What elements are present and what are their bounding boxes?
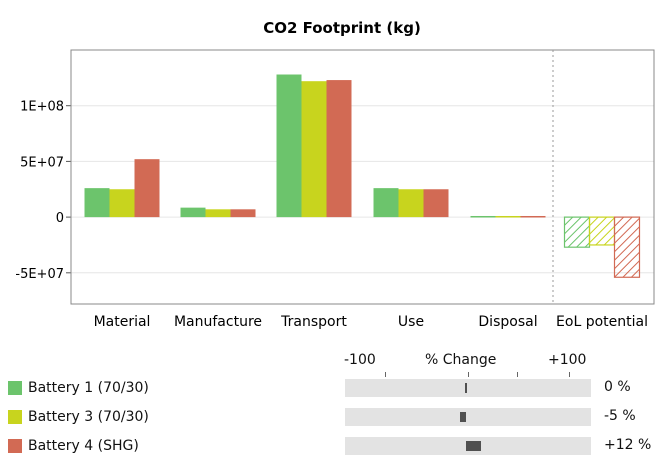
y-tick-label: -5E+07 <box>15 267 64 282</box>
percent-change-track-battery-1 <box>345 379 591 397</box>
percent-change-bar-battery-1 <box>465 383 467 393</box>
percent-change-value-battery-1: 0 % <box>604 379 631 395</box>
bar <box>613 216 641 278</box>
y-tick-label: 0 <box>56 211 64 226</box>
bar <box>230 209 256 218</box>
percent-change-bar-battery-3 <box>459 412 466 422</box>
legend-label: Battery 1 (70/30) <box>28 380 149 396</box>
bar <box>423 189 449 218</box>
bar <box>398 189 424 218</box>
x-category-label: Use <box>398 314 424 330</box>
x-category-label: Material <box>94 314 151 330</box>
plot-frame <box>70 49 655 305</box>
bar <box>84 188 110 218</box>
percent-change-scale-max: +100 <box>548 352 587 368</box>
x-category-label: Manufacture <box>174 314 262 330</box>
bar <box>326 80 352 218</box>
percent-change-track-battery-3 <box>345 408 591 426</box>
bar <box>563 216 591 248</box>
legend-swatch <box>8 381 22 395</box>
percent-change-value-battery-3: -5 % <box>604 408 636 424</box>
percent-change-bar-battery-4 <box>466 441 481 451</box>
bar <box>520 215 546 218</box>
x-category-label: Disposal <box>478 314 537 330</box>
co2-footprint-chart: CO2 Footprint (kg) 1E+08 5E+07 0 -5E+07 Mat… <box>15 19 655 330</box>
legend-item-battery-4: Battery 4 (SHG) <box>8 436 139 456</box>
bar <box>205 209 231 218</box>
legend-swatch <box>8 439 22 453</box>
legend-item-battery-1: Battery 1 (70/30) <box>8 378 149 398</box>
bar <box>134 159 160 218</box>
bar <box>588 216 616 246</box>
legend-label: Battery 3 (70/30) <box>28 409 149 425</box>
y-tick-label: 1E+08 <box>20 100 64 115</box>
legend-item-battery-3: Battery 3 (70/30) <box>8 407 149 427</box>
bar <box>495 215 521 218</box>
bar <box>180 207 206 218</box>
percent-change-header: % Change <box>425 352 497 368</box>
percent-change-track-battery-4 <box>345 437 591 455</box>
bar <box>276 74 302 218</box>
bar <box>470 215 496 218</box>
bar <box>301 81 327 218</box>
percent-change-value-battery-4: +12 % <box>604 437 652 453</box>
legend-swatch <box>8 410 22 424</box>
percent-change-scale-min: -100 <box>344 352 376 368</box>
x-category-label: Transport <box>280 314 347 330</box>
y-tick-label: 5E+07 <box>20 155 64 170</box>
bar <box>373 188 399 218</box>
chart-title: CO2 Footprint (kg) <box>263 19 421 37</box>
x-category-label: EoL potential <box>556 314 648 330</box>
bar <box>109 189 135 218</box>
legend-label: Battery 4 (SHG) <box>28 438 139 454</box>
